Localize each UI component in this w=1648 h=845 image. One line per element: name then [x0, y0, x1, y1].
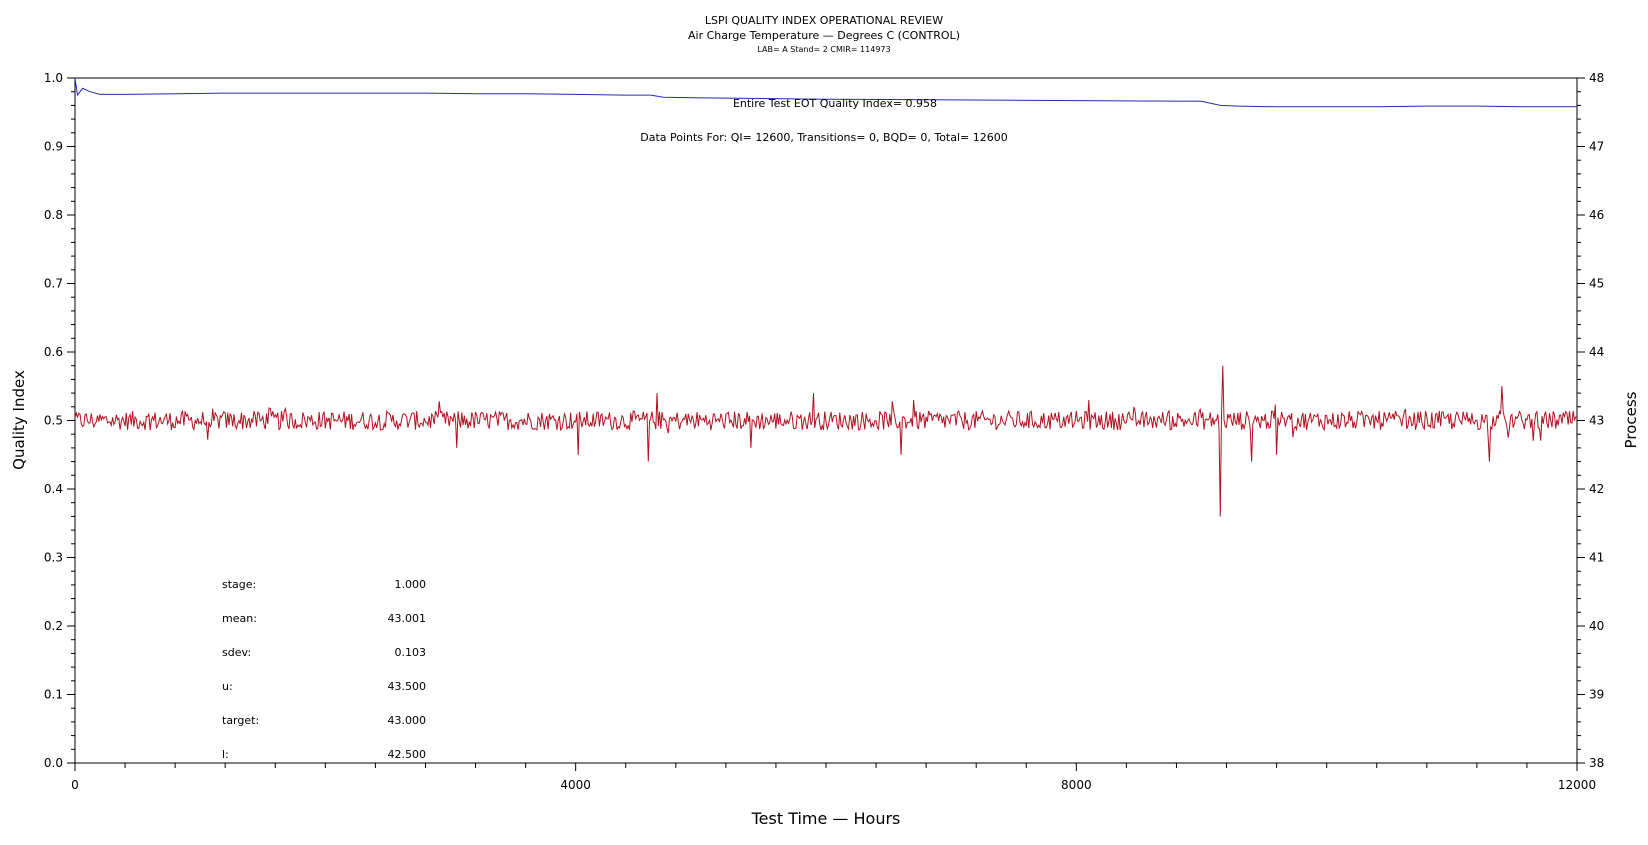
y-left-tick-label: 1.0 [44, 71, 63, 85]
y-left-tick-label: 0.3 [44, 551, 63, 565]
y-left-tick-label: 0.9 [44, 140, 63, 154]
y-right-tick-label: 40 [1589, 619, 1604, 633]
y-left-tick-label: 0.4 [44, 482, 63, 496]
y-right-tick-label: 45 [1589, 277, 1604, 291]
x-tick-label: 12000 [1558, 778, 1596, 792]
stat-value: 43.000 [388, 714, 427, 727]
stat-value: 1.000 [395, 578, 427, 591]
y-right-tick-label: 38 [1589, 756, 1604, 770]
stat-value: 43.500 [388, 680, 427, 693]
stat-label: u: [222, 680, 233, 693]
stats-block: stage: 1.000 mean: 43.001 sdev: 0.103 u: 43.500… [222, 578, 426, 761]
series-layer [74, 77, 1578, 517]
data-points-annotation: Data Points For: QI= 12600, Transitions=… [640, 131, 1008, 144]
y-left-tick-label: 0.5 [44, 414, 63, 428]
y-left-tick-label: 0.2 [44, 619, 63, 633]
stat-value: 42.500 [388, 748, 427, 761]
quality-index-line [74, 77, 1577, 108]
y-right-tick-label: 46 [1589, 208, 1604, 222]
y-left-tick-label: 0.0 [44, 756, 63, 770]
chart-subtitle: Air Charge Temperature — Degrees C (CONT… [688, 29, 960, 42]
chart-title: LSPI QUALITY INDEX OPERATIONAL REVIEW [705, 14, 943, 27]
y-right-tick-label: 47 [1589, 140, 1604, 154]
y-right-tick-label: 48 [1589, 71, 1604, 85]
stat-label: mean: [222, 612, 257, 625]
y-axis-left-label: Quality Index [10, 370, 28, 470]
stat-label: sdev: [222, 646, 251, 659]
y-axis-right-label: Process [1622, 391, 1640, 448]
stat-label: target: [222, 714, 259, 727]
stat-value: 43.001 [388, 612, 427, 625]
y-axis-right: 38 39 40 41 42 43 44 45 46 47 48 [1577, 71, 1604, 770]
x-axis: 0 4000 8000 12000 [71, 763, 1596, 792]
x-tick-label: 4000 [560, 778, 591, 792]
y-left-tick-label: 0.8 [44, 208, 63, 222]
process-line [74, 365, 1578, 517]
y-right-tick-label: 44 [1589, 345, 1604, 359]
y-right-tick-label: 42 [1589, 482, 1604, 496]
eot-quality-index-annotation: Entire Test EOT Quality Index= 0.958 [733, 97, 937, 110]
x-tick-label: 8000 [1061, 778, 1092, 792]
stat-value: 0.103 [395, 646, 427, 659]
y-axis-left: 0.0 0.1 0.2 0.3 0.4 0.5 0.6 0.7 0.8 0.9 1.0 [44, 71, 75, 770]
y-left-tick-label: 0.1 [44, 688, 63, 702]
y-right-tick-label: 41 [1589, 551, 1604, 565]
stat-label: stage: [222, 578, 256, 591]
y-left-tick-label: 0.7 [44, 277, 63, 291]
chart-subtitle-details: LAB= A Stand= 2 CMIR= 114973 [757, 45, 890, 54]
y-right-tick-label: 39 [1589, 688, 1604, 702]
stat-label: l: [222, 748, 229, 761]
x-axis-label: Test Time — Hours [751, 809, 901, 828]
chart-header: LSPI QUALITY INDEX OPERATIONAL REVIEW Ai… [688, 14, 960, 54]
y-right-tick-label: 43 [1589, 414, 1604, 428]
x-tick-label: 0 [71, 778, 79, 792]
y-left-tick-label: 0.6 [44, 345, 63, 359]
